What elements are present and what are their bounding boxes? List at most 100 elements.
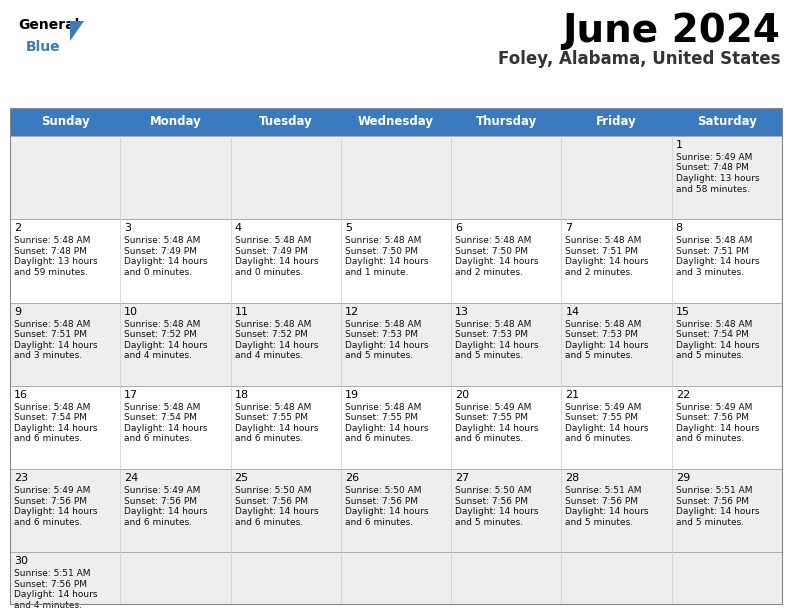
Text: 9: 9	[14, 307, 21, 316]
Text: Daylight: 13 hours: Daylight: 13 hours	[14, 257, 97, 266]
Text: Sunset: 7:56 PM: Sunset: 7:56 PM	[124, 496, 197, 506]
Text: Sunrise: 5:49 AM: Sunrise: 5:49 AM	[14, 486, 90, 495]
Text: and 3 minutes.: and 3 minutes.	[676, 268, 744, 277]
Text: 21: 21	[565, 390, 580, 400]
Text: Sunrise: 5:49 AM: Sunrise: 5:49 AM	[565, 403, 642, 412]
Text: Daylight: 14 hours: Daylight: 14 hours	[565, 257, 649, 266]
Text: Sunset: 7:56 PM: Sunset: 7:56 PM	[565, 496, 638, 506]
Text: Sunrise: 5:48 AM: Sunrise: 5:48 AM	[234, 236, 311, 245]
Text: Daylight: 14 hours: Daylight: 14 hours	[124, 257, 208, 266]
Text: Daylight: 14 hours: Daylight: 14 hours	[234, 257, 318, 266]
Text: Sunset: 7:56 PM: Sunset: 7:56 PM	[14, 580, 87, 589]
Text: 6: 6	[455, 223, 463, 233]
Text: Sunset: 7:50 PM: Sunset: 7:50 PM	[345, 247, 418, 256]
Text: 29: 29	[676, 473, 690, 483]
Text: Sunset: 7:56 PM: Sunset: 7:56 PM	[676, 496, 748, 506]
Text: Daylight: 14 hours: Daylight: 14 hours	[676, 507, 760, 516]
Text: Sunset: 7:51 PM: Sunset: 7:51 PM	[565, 247, 638, 256]
Text: and 5 minutes.: and 5 minutes.	[565, 518, 634, 526]
Text: Sunrise: 5:50 AM: Sunrise: 5:50 AM	[345, 486, 421, 495]
Text: and 6 minutes.: and 6 minutes.	[234, 435, 303, 443]
Text: Daylight: 14 hours: Daylight: 14 hours	[345, 257, 428, 266]
Text: Sunset: 7:56 PM: Sunset: 7:56 PM	[676, 413, 748, 422]
Text: Sunrise: 5:48 AM: Sunrise: 5:48 AM	[676, 236, 752, 245]
Text: and 5 minutes.: and 5 minutes.	[455, 351, 524, 360]
Text: Sunset: 7:55 PM: Sunset: 7:55 PM	[455, 413, 528, 422]
Bar	[10, 108, 782, 136]
Text: 26: 26	[345, 473, 359, 483]
Text: Daylight: 14 hours: Daylight: 14 hours	[565, 340, 649, 349]
Text: Friday: Friday	[596, 116, 637, 129]
Text: Sunset: 7:49 PM: Sunset: 7:49 PM	[234, 247, 307, 256]
Text: and 2 minutes.: and 2 minutes.	[565, 268, 634, 277]
Text: and 6 minutes.: and 6 minutes.	[676, 435, 744, 443]
Text: and 6 minutes.: and 6 minutes.	[345, 518, 413, 526]
Text: and 0 minutes.: and 0 minutes.	[124, 268, 192, 277]
Text: Sunset: 7:54 PM: Sunset: 7:54 PM	[124, 413, 197, 422]
Text: Daylight: 14 hours: Daylight: 14 hours	[345, 507, 428, 516]
Text: Daylight: 14 hours: Daylight: 14 hours	[14, 424, 97, 433]
Text: Daylight: 14 hours: Daylight: 14 hours	[14, 507, 97, 516]
Text: and 5 minutes.: and 5 minutes.	[676, 351, 744, 360]
Text: 25: 25	[234, 473, 249, 483]
Text: Daylight: 14 hours: Daylight: 14 hours	[124, 507, 208, 516]
Text: Daylight: 14 hours: Daylight: 14 hours	[124, 340, 208, 349]
Text: Daylight: 14 hours: Daylight: 14 hours	[124, 424, 208, 433]
Text: 15: 15	[676, 307, 690, 316]
Text: Tuesday: Tuesday	[259, 116, 313, 129]
Text: 24: 24	[124, 473, 139, 483]
Text: Sunset: 7:55 PM: Sunset: 7:55 PM	[234, 413, 307, 422]
Text: Sunset: 7:52 PM: Sunset: 7:52 PM	[124, 330, 197, 339]
Text: June 2024: June 2024	[562, 12, 780, 50]
Text: 30: 30	[14, 556, 28, 566]
Bar	[10, 469, 782, 553]
Text: Sunrise: 5:48 AM: Sunrise: 5:48 AM	[455, 236, 531, 245]
Text: and 6 minutes.: and 6 minutes.	[455, 435, 524, 443]
Text: Daylight: 14 hours: Daylight: 14 hours	[14, 340, 97, 349]
Text: Blue: Blue	[26, 40, 61, 54]
Text: 12: 12	[345, 307, 359, 316]
Text: Sunrise: 5:50 AM: Sunrise: 5:50 AM	[455, 486, 531, 495]
Text: Daylight: 14 hours: Daylight: 14 hours	[234, 340, 318, 349]
Text: 1: 1	[676, 140, 683, 150]
Text: Sunset: 7:51 PM: Sunset: 7:51 PM	[676, 247, 748, 256]
Text: 27: 27	[455, 473, 470, 483]
Text: Monday: Monday	[150, 116, 201, 129]
Text: Sunrise: 5:49 AM: Sunrise: 5:49 AM	[455, 403, 531, 412]
Text: Sunrise: 5:48 AM: Sunrise: 5:48 AM	[345, 403, 421, 412]
Text: Sunrise: 5:51 AM: Sunrise: 5:51 AM	[676, 486, 752, 495]
Text: and 6 minutes.: and 6 minutes.	[124, 518, 192, 526]
Text: Sunrise: 5:48 AM: Sunrise: 5:48 AM	[455, 319, 531, 329]
Text: Sunrise: 5:49 AM: Sunrise: 5:49 AM	[676, 153, 752, 162]
Text: Sunset: 7:56 PM: Sunset: 7:56 PM	[14, 496, 87, 506]
Text: Sunset: 7:54 PM: Sunset: 7:54 PM	[676, 330, 748, 339]
Text: 23: 23	[14, 473, 29, 483]
Text: 4: 4	[234, 223, 242, 233]
Text: Sunset: 7:48 PM: Sunset: 7:48 PM	[14, 247, 87, 256]
Text: and 59 minutes.: and 59 minutes.	[14, 268, 88, 277]
Text: and 5 minutes.: and 5 minutes.	[676, 518, 744, 526]
Text: 18: 18	[234, 390, 249, 400]
Text: Daylight: 14 hours: Daylight: 14 hours	[676, 424, 760, 433]
Text: General: General	[18, 18, 79, 32]
Text: 3: 3	[124, 223, 131, 233]
Text: Sunset: 7:48 PM: Sunset: 7:48 PM	[676, 163, 748, 173]
Text: and 58 minutes.: and 58 minutes.	[676, 184, 749, 193]
Text: and 6 minutes.: and 6 minutes.	[14, 518, 82, 526]
Bar	[10, 553, 782, 604]
Text: Sunrise: 5:48 AM: Sunrise: 5:48 AM	[124, 403, 200, 412]
Text: Daylight: 14 hours: Daylight: 14 hours	[565, 507, 649, 516]
Text: Sunrise: 5:48 AM: Sunrise: 5:48 AM	[565, 236, 642, 245]
Text: 17: 17	[124, 390, 139, 400]
Text: Sunset: 7:51 PM: Sunset: 7:51 PM	[14, 330, 87, 339]
Text: 11: 11	[234, 307, 249, 316]
Text: 5: 5	[345, 223, 352, 233]
Text: Daylight: 13 hours: Daylight: 13 hours	[676, 174, 760, 183]
Text: 16: 16	[14, 390, 28, 400]
Bar	[10, 108, 782, 604]
Text: 14: 14	[565, 307, 580, 316]
Text: and 5 minutes.: and 5 minutes.	[455, 518, 524, 526]
Text: Sunrise: 5:51 AM: Sunrise: 5:51 AM	[565, 486, 642, 495]
Text: 13: 13	[455, 307, 469, 316]
Text: and 4 minutes.: and 4 minutes.	[234, 351, 303, 360]
